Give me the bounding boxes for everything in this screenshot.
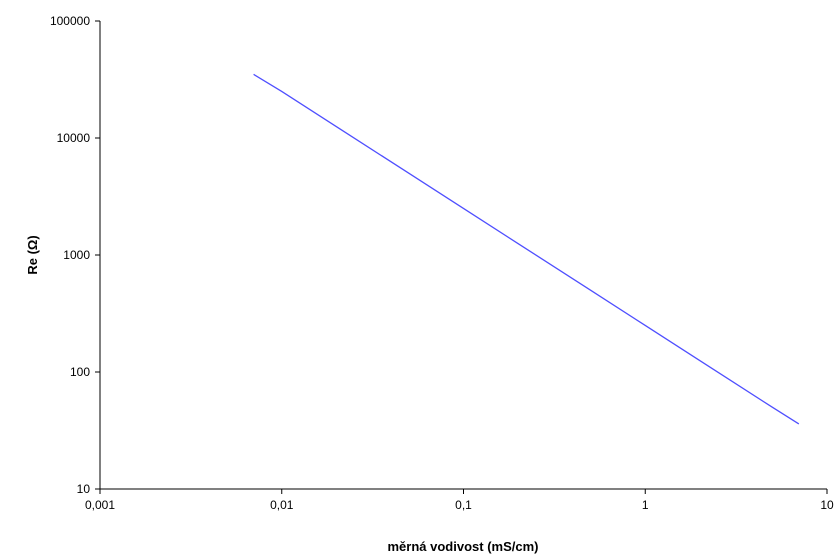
plot-area <box>253 73 800 425</box>
x-tick-label: 1 <box>642 498 649 512</box>
y-tick-label: 10000 <box>57 131 91 145</box>
y-axis-title: Re (Ω) <box>25 235 40 274</box>
x-tick-label: 0,01 <box>270 498 294 512</box>
x-tick-label: 10 <box>820 498 834 512</box>
x-tick-label: 0,001 <box>85 498 115 512</box>
series-line <box>253 73 800 425</box>
y-tick-label: 100000 <box>50 14 90 28</box>
x-tick-label: 0,1 <box>455 498 472 512</box>
x-axis-title: měrná vodivost (mS/cm) <box>388 539 539 554</box>
y-tick-label: 10 <box>77 482 91 496</box>
x-axis: 0,001 0,01 0,1 1 10 <box>85 488 834 512</box>
y-axis: 10 100 1000 10000 100000 <box>50 14 101 496</box>
y-tick-label: 1000 <box>63 248 90 262</box>
y-tick-label: 100 <box>70 365 90 379</box>
